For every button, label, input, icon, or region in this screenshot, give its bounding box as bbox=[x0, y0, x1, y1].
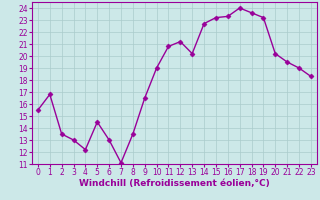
X-axis label: Windchill (Refroidissement éolien,°C): Windchill (Refroidissement éolien,°C) bbox=[79, 179, 270, 188]
